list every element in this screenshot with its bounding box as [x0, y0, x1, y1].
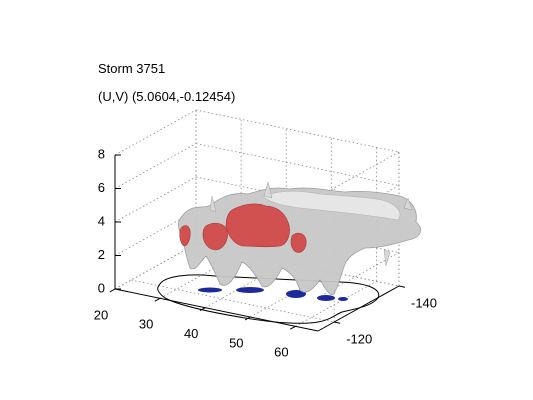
blue-surface-group	[198, 287, 348, 301]
z-gridline	[195, 243, 400, 287]
z-gridline	[195, 143, 400, 186]
grey-surface-top	[261, 190, 401, 221]
x-tick-label: 40	[184, 326, 198, 341]
y-tick	[334, 321, 341, 324]
blue-surface	[236, 287, 264, 293]
figure-subtitle: (U,V) (5.0604,-0.12454)	[98, 89, 236, 104]
x-gridline	[114, 243, 197, 290]
blue-surface	[198, 287, 222, 293]
blue-surface	[317, 295, 335, 301]
blue-surface	[286, 290, 306, 298]
figure-title: Storm 3751	[98, 61, 166, 76]
grey-spike	[383, 249, 391, 267]
grey-spike	[209, 195, 217, 213]
z-gridline	[114, 109, 197, 156]
x-tick	[289, 325, 296, 330]
y-tick-label: -140	[411, 295, 437, 310]
x-tick	[199, 307, 206, 312]
z-tick-label: 4	[98, 213, 105, 228]
x-axis-line	[114, 288, 319, 332]
blue-surface	[338, 297, 348, 301]
z-tick-label: 6	[98, 180, 105, 195]
red-surface	[225, 203, 290, 248]
z-gridline	[114, 176, 197, 223]
x-tick-label: 30	[139, 317, 153, 332]
x-tick-label: 60	[274, 345, 288, 360]
red-surface-group	[179, 203, 307, 253]
red-surface	[202, 222, 228, 251]
y-gridline	[131, 279, 335, 323]
grey-spike	[403, 197, 413, 211]
z-tick-label: 0	[98, 280, 105, 295]
ground-outline	[157, 274, 380, 324]
red-surface	[179, 225, 191, 247]
y-tick-label: -120	[346, 331, 372, 346]
z-gridline	[195, 109, 400, 153]
x-tick	[109, 288, 116, 293]
axes-layer: 20 30 40 50 60 -140 -120 0 2 4 6 8	[94, 146, 437, 359]
x-tick	[154, 297, 161, 302]
x-gridline	[295, 280, 377, 327]
z-gridline	[114, 243, 197, 290]
x-tick-label: 50	[229, 335, 243, 350]
x-tick-label: 20	[94, 307, 108, 322]
grey-spike	[263, 181, 273, 199]
y-tick	[398, 285, 405, 288]
z-tick-label: 2	[98, 247, 105, 262]
z-gridline	[114, 143, 197, 189]
z-gridline	[317, 151, 400, 198]
z-tick-label: 8	[98, 146, 105, 161]
red-surface	[290, 232, 307, 253]
